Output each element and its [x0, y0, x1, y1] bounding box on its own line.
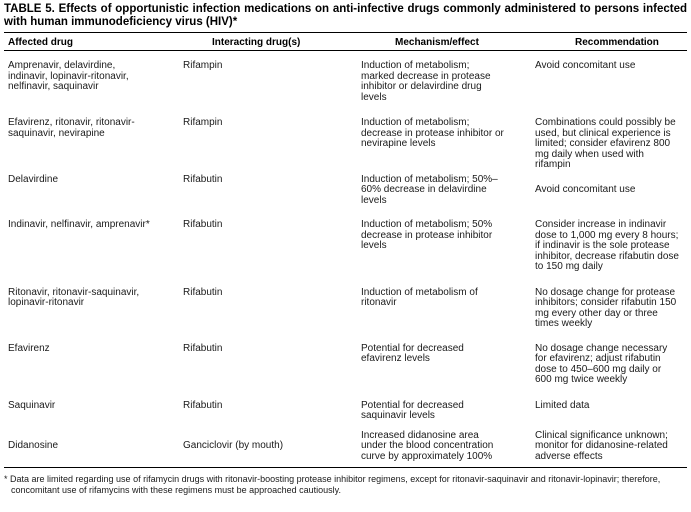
column-header-affected-drug: Affected drug: [8, 37, 73, 48]
mechanism-cell: Induction of metabolism; marked decrease…: [361, 60, 491, 103]
interacting-drug-cell: Rifabutin: [183, 219, 223, 230]
table-footnote: * Data are limited regarding use of rifa…: [4, 474, 661, 495]
affected-drug-cell: Delavirdine: [8, 173, 59, 185]
interacting-drug-cell: Ganciclovir (by mouth): [183, 440, 284, 451]
affected-drug-cell: Didanosine: [8, 440, 59, 451]
mechanism-cell: Potential for decreased saquinavir level…: [361, 399, 464, 421]
table-row: Delavirdine Rifabutin Induction of metab…: [4, 173, 687, 207]
recommendation-cell: No dosage change for protease inhibitors…: [535, 286, 677, 329]
table-row: Ritonavir, ritonavir-saquinavir, lopinav…: [4, 286, 687, 330]
table-row: Didanosine Ganciclovir (by mouth) Increa…: [4, 429, 687, 463]
affected-drug-cell: Indinavir, nelfinavir, amprenavir*: [8, 219, 150, 230]
interacting-drug-cell: Rifabutin: [183, 399, 223, 411]
column-header-mechanism-effect: Mechanism/effect: [395, 37, 479, 48]
affected-drug-cell: Efavirenz: [8, 342, 50, 354]
interacting-drug-cell: Rifampin: [183, 117, 223, 128]
column-header-interacting-drug: Interacting drug(s): [212, 37, 301, 48]
recommendation-cell: Consider increase in indinavir dose to 1…: [535, 219, 679, 272]
mechanism-cell: Increased didanosine area under the bloo…: [361, 429, 494, 462]
table-body: Amprenavir, delavirdine, indinavir, lopi…: [4, 51, 687, 468]
table-row: Amprenavir, delavirdine, indinavir, lopi…: [4, 60, 687, 103]
mechanism-cell: Induction of metabolism; 50%–60% decreas…: [361, 173, 498, 206]
interacting-drug-cell: Rifampin: [183, 60, 223, 71]
table-row: Indinavir, nelfinavir, amprenavir* Rifab…: [4, 219, 687, 273]
column-header-recommendation: Recommendation: [575, 37, 659, 48]
mechanism-cell: Induction of metabolism; 50% decrease in…: [361, 219, 493, 251]
table-row: Efavirenz Rifabutin Potential for decrea…: [4, 342, 687, 386]
table-header-row: Affected drug Interacting drug(s) Mechan…: [4, 33, 687, 51]
interacting-drug-cell: Rifabutin: [183, 342, 223, 354]
recommendation-cell: Avoid concomitant use: [535, 60, 636, 71]
mechanism-cell: Potential for decreased efavirenz levels: [361, 342, 464, 364]
recommendation-cell: No dosage change necessary for efavirenz…: [535, 342, 668, 385]
affected-drug-cell: Amprenavir, delavirdine, indinavir, lopi…: [8, 60, 129, 92]
affected-drug-cell: Ritonavir, ritonavir-saquinavir, lopinav…: [8, 286, 140, 308]
affected-drug-cell: Efavirenz, ritonavir, ritonavir-saquinav…: [8, 117, 135, 139]
table-row: Saquinavir Rifabutin Potential for decre…: [4, 399, 687, 422]
mechanism-cell: Induction of metabolism; decrease in pro…: [361, 117, 504, 149]
recommendation-cell: Limited data: [535, 399, 590, 411]
recommendation-cell: Combinations could possibly be used, but…: [535, 117, 676, 170]
mechanism-cell: Induction of metabolism of ritonavir: [361, 286, 478, 308]
table-title: TABLE 5. Effects of opportunistic infect…: [4, 3, 687, 33]
recommendation-cell: Clinical significance unknown; monitor f…: [535, 429, 668, 462]
affected-drug-cell: Saquinavir: [8, 399, 56, 411]
recommendation-cell: Avoid concomitant use: [535, 184, 636, 195]
interacting-drug-cell: Rifabutin: [183, 173, 223, 185]
interacting-drug-cell: Rifabutin: [183, 286, 223, 298]
table-row: Efavirenz, ritonavir, ritonavir-saquinav…: [4, 117, 687, 171]
